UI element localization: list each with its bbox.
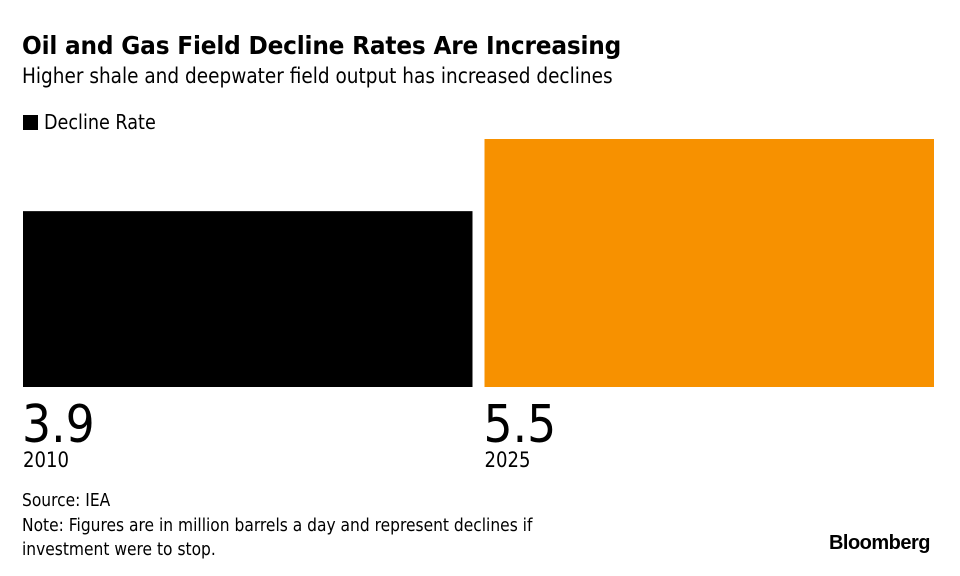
value-label-2010: 3.9 bbox=[22, 394, 95, 455]
bars-group bbox=[23, 139, 934, 387]
bar-2025 bbox=[484, 139, 934, 387]
footnote-line-1: Note: Figures are in million barrels a d… bbox=[22, 515, 533, 536]
value-label-2025: 5.5 bbox=[484, 394, 557, 455]
bloomberg-logo: Bloomberg bbox=[828, 532, 931, 554]
bar-2010 bbox=[23, 211, 473, 387]
source-note: Source: IEA bbox=[22, 490, 111, 511]
category-label-2010: 2010 bbox=[23, 448, 69, 473]
legend: Decline Rate bbox=[23, 110, 171, 134]
category-label-2025: 2025 bbox=[484, 448, 530, 473]
footnote: Note: Figures are in million barrels a d… bbox=[22, 514, 532, 562]
footnote-line-2: investment were to stop. bbox=[22, 539, 216, 560]
legend-label: Decline Rate bbox=[44, 110, 156, 134]
chart-title: Oil and Gas Field Decline Rates Are Incr… bbox=[22, 31, 622, 60]
legend-swatch bbox=[23, 114, 38, 130]
chart-subtitle: Higher shale and deepwater field output … bbox=[22, 64, 613, 88]
